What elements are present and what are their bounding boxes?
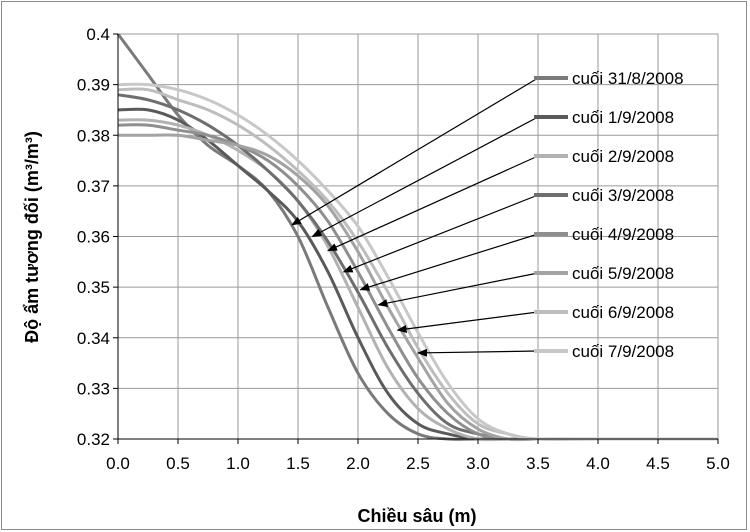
y-tick-label: 0.38 [77,126,110,145]
legend-arrow-6 [377,272,539,308]
legend-label-3: cuối 2/9/2008 [572,147,674,166]
legend-arrow-8 [417,348,539,357]
x-axis-title: Chiều sâu (m) [357,506,476,526]
x-tick-label: 2.5 [406,454,430,473]
y-axis-title: Độ ẩm tương đối (m³/m³) [22,131,42,343]
axes: 0.0 0.5 1.0 1.5 2.0 2.5 3.0 3.5 4.0 4.5 5.0 0.32 0.3… [77,25,730,473]
y-tick-label: 0.35 [77,278,110,297]
legend-label-8: cuối 7/9/2008 [572,342,674,361]
legend-arrows [291,77,539,357]
legend-label-5: cuối 4/9/2008 [572,225,674,244]
legend-arrow-3 [327,155,539,252]
x-tick-label: 4.0 [586,454,610,473]
x-tick-label: 0.5 [166,454,190,473]
y-tick-label: 0.33 [77,379,110,398]
legend-label-7: cuối 6/9/2008 [572,303,674,322]
x-tick-label: 3.5 [526,454,550,473]
legend-arrow-2 [311,116,539,238]
x-tick-label: 0.0 [106,454,130,473]
y-tick-label: 0.36 [77,228,110,247]
legend-arrow-7 [396,311,539,333]
y-tick-label: 0.4 [86,25,110,44]
legend-label-6: cuối 5/9/2008 [572,264,674,283]
x-tick-label: 5.0 [706,454,730,473]
y-tick-label: 0.37 [77,177,110,196]
legend-arrow-5 [359,233,539,291]
legend-label-4: cuối 3/9/2008 [572,186,674,205]
y-tick-label: 0.34 [77,329,110,348]
legend-label-2: cuối 1/9/2008 [572,108,674,127]
x-tick-label: 1.0 [226,454,250,473]
x-tick-label: 3.0 [466,454,490,473]
y-tick-label: 0.32 [77,430,110,449]
x-tick-label: 2.0 [346,454,370,473]
x-tick-label: 1.5 [286,454,310,473]
legend-label-1: cuối 31/8/2008 [572,69,684,88]
x-tick-label: 4.5 [646,454,670,473]
y-tick-label: 0.39 [77,76,110,95]
legend-arrow-1 [291,77,539,226]
legend: cuối 31/8/2008 cuối 1/9/2008 cuối 2/9/2008… [534,69,684,361]
legend-arrow-4 [342,194,539,273]
